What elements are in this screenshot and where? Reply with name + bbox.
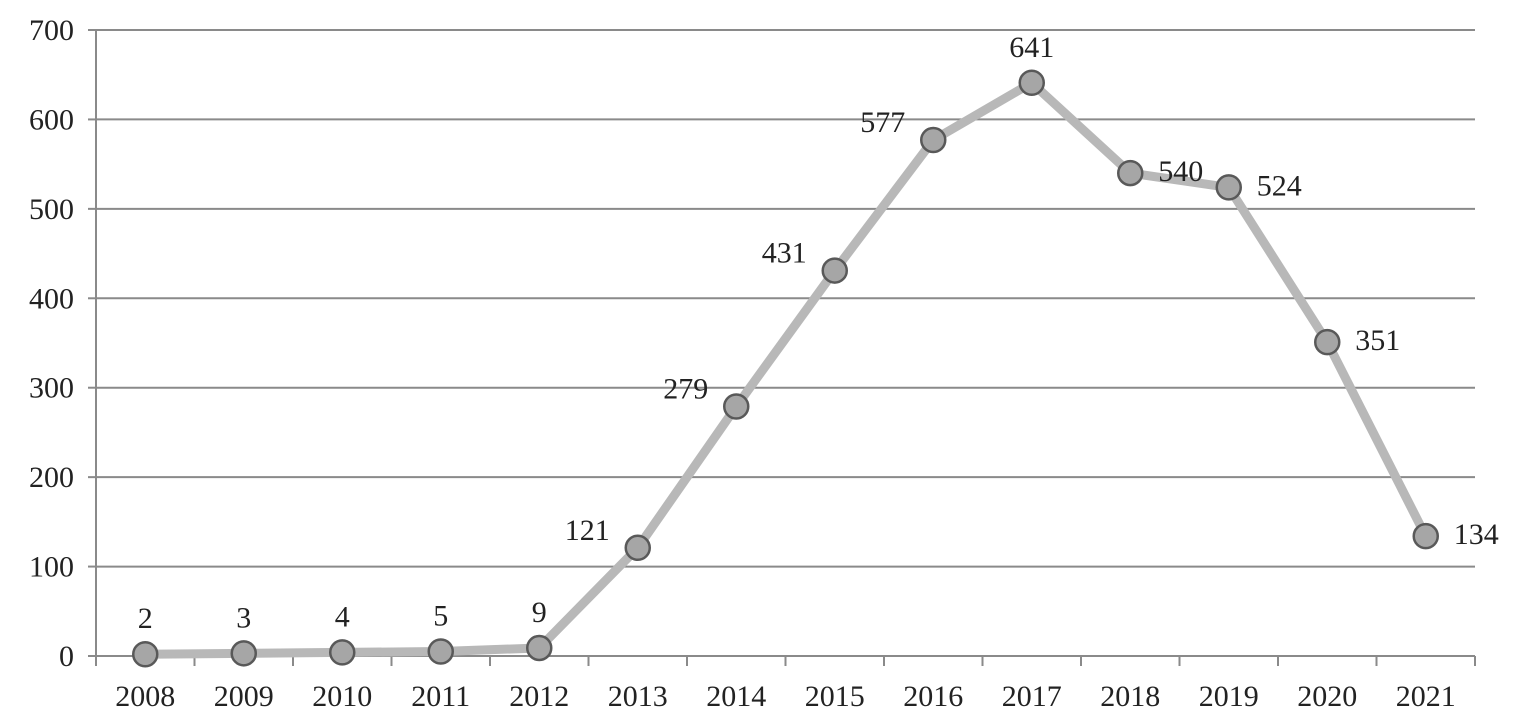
x-tick-label: 2008 [115, 680, 175, 713]
x-tick-label: 2016 [903, 680, 963, 713]
data-point [1018, 69, 1045, 97]
data-label: 2 [138, 602, 153, 635]
data-point [624, 534, 651, 562]
data-point [1412, 522, 1439, 550]
y-tick-label: 0 [59, 640, 74, 673]
data-point [427, 638, 454, 665]
data-label: 121 [565, 514, 610, 547]
data-point [1215, 174, 1242, 201]
data-label: 577 [860, 106, 905, 139]
data-label: 431 [762, 237, 807, 270]
data-label: 279 [663, 372, 708, 405]
data-points [132, 69, 1439, 668]
grid-lines [96, 29, 1475, 568]
data-point [1314, 328, 1341, 356]
x-tick-label: 2010 [312, 680, 372, 713]
x-tick-label: 2018 [1100, 680, 1160, 713]
data-label: 540 [1158, 155, 1203, 188]
x-axis-tick-labels: 2008 2009 2010 2011 2012 2013 2014 2015 2016 2017… [115, 680, 1456, 713]
data-point [723, 393, 750, 420]
y-tick-label: 300 [29, 372, 74, 405]
data-point [230, 640, 257, 667]
x-tick-label: 2017 [1002, 680, 1062, 713]
y-tick-label: 100 [29, 551, 74, 584]
data-point [329, 639, 356, 666]
data-label: 9 [532, 596, 547, 629]
series-line [140, 78, 1431, 659]
series-group [140, 78, 1431, 659]
data-labels: 2 3 4 5 9 121 279 431 577 641 540 524 351 134 [138, 31, 1499, 635]
x-tick-label: 2019 [1199, 680, 1259, 713]
data-label: 351 [1355, 324, 1400, 357]
y-tick-label: 400 [29, 282, 74, 315]
x-tick-label: 2012 [509, 680, 569, 713]
data-point [526, 634, 553, 662]
data-point [821, 257, 848, 284]
data-label: 641 [1009, 31, 1054, 64]
x-tick-label: 2013 [608, 680, 668, 713]
data-label: 524 [1257, 169, 1302, 202]
y-axis-tick-labels: 0 100 200 300 400 500 600 700 [29, 14, 96, 673]
data-point [920, 126, 947, 154]
data-label: 5 [433, 600, 448, 633]
x-tick-label: 2014 [706, 680, 766, 713]
x-tick-label: 2020 [1297, 680, 1357, 713]
x-tick-label: 2011 [411, 680, 470, 713]
y-tick-label: 700 [29, 14, 74, 47]
x-tick-label: 2021 [1396, 680, 1456, 713]
data-label: 134 [1454, 518, 1499, 551]
axes [95, 30, 1476, 666]
x-tick-label: 2015 [805, 680, 865, 713]
data-label: 4 [335, 600, 350, 633]
data-point [1117, 159, 1144, 187]
y-tick-label: 200 [29, 461, 74, 494]
x-tick-label: 2009 [214, 680, 274, 713]
data-point [132, 640, 159, 668]
y-tick-label: 600 [29, 103, 74, 136]
data-label: 3 [236, 601, 251, 634]
y-tick-label: 500 [29, 193, 74, 226]
